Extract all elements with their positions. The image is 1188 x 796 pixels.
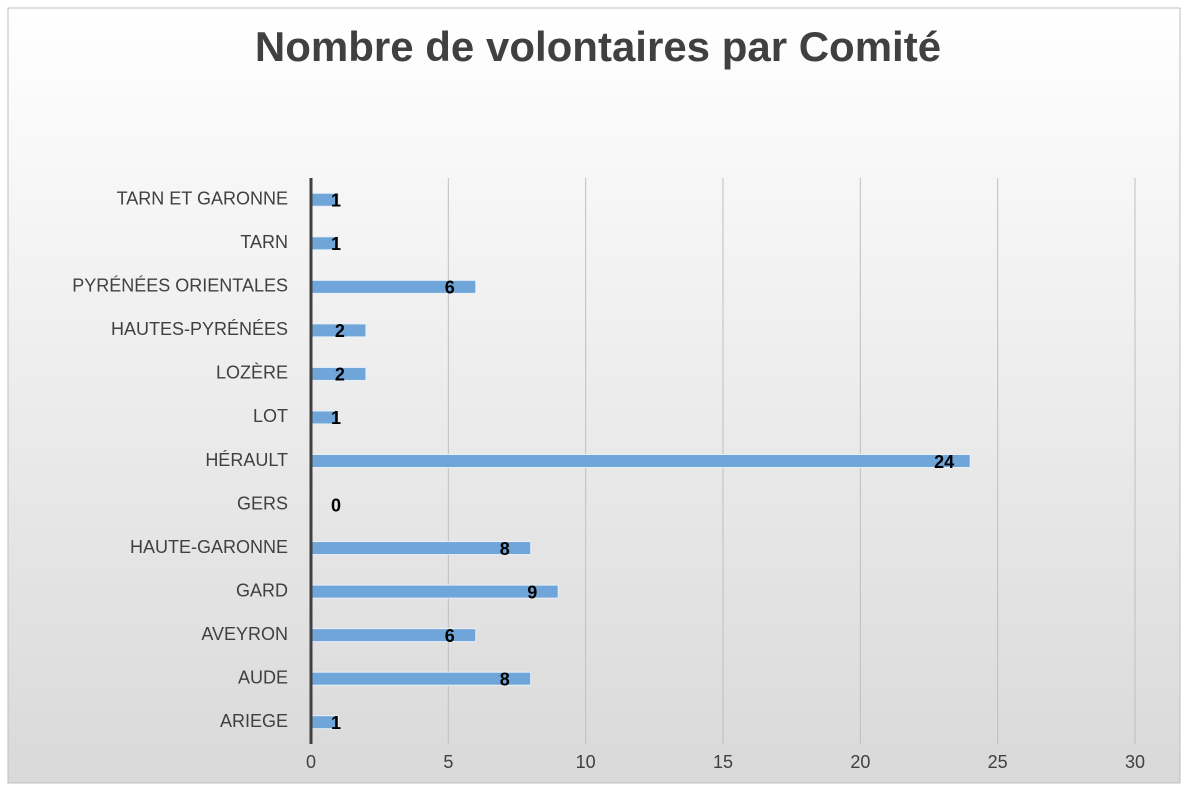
y-tick-label: AUDE	[238, 667, 288, 687]
data-label: 6	[445, 626, 455, 646]
bar	[310, 671, 532, 686]
data-label: 24	[934, 452, 954, 472]
bar	[310, 541, 532, 556]
y-tick-label: HÉRAULT	[205, 450, 288, 470]
data-label: 6	[445, 278, 455, 298]
x-tick-label: 25	[988, 752, 1008, 772]
data-label: 2	[335, 321, 345, 341]
bar	[310, 454, 971, 468]
chart-background	[7, 7, 1181, 784]
data-label: 8	[500, 539, 510, 559]
x-tick-label: 20	[850, 752, 870, 772]
y-tick-label: TARN ET GARONNE	[117, 189, 288, 209]
x-tick-label: 0	[306, 752, 316, 772]
data-label: 2	[335, 365, 345, 385]
bar	[310, 584, 559, 599]
chart-title: Nombre de volontaires par Comité	[255, 23, 941, 70]
y-tick-label: ARIEGE	[220, 711, 288, 731]
y-tick-label: GERS	[237, 493, 288, 513]
x-tick-label: 10	[576, 752, 596, 772]
x-tick-label: 5	[443, 752, 453, 772]
y-tick-label: GARD	[236, 580, 288, 600]
data-label: 0	[331, 495, 341, 515]
data-label: 8	[500, 669, 510, 689]
x-tick-label: 30	[1125, 752, 1145, 772]
data-label: 9	[527, 582, 537, 602]
y-tick-label: TARN	[240, 232, 288, 252]
x-tick-label: 15	[713, 752, 733, 772]
y-tick-label: LOZÈRE	[216, 363, 288, 383]
y-tick-label: LOT	[253, 406, 288, 426]
y-tick-label: PYRÉNÉES ORIENTALES	[72, 276, 288, 296]
data-label: 1	[331, 191, 341, 211]
data-label: 1	[331, 408, 341, 428]
y-tick-label: HAUTES-PYRÉNÉES	[111, 319, 288, 339]
data-label: 1	[331, 234, 341, 254]
y-tick-label: AVEYRON	[201, 624, 288, 644]
y-tick-label: HAUTE-GARONNE	[130, 537, 288, 557]
data-label: 1	[331, 713, 341, 733]
